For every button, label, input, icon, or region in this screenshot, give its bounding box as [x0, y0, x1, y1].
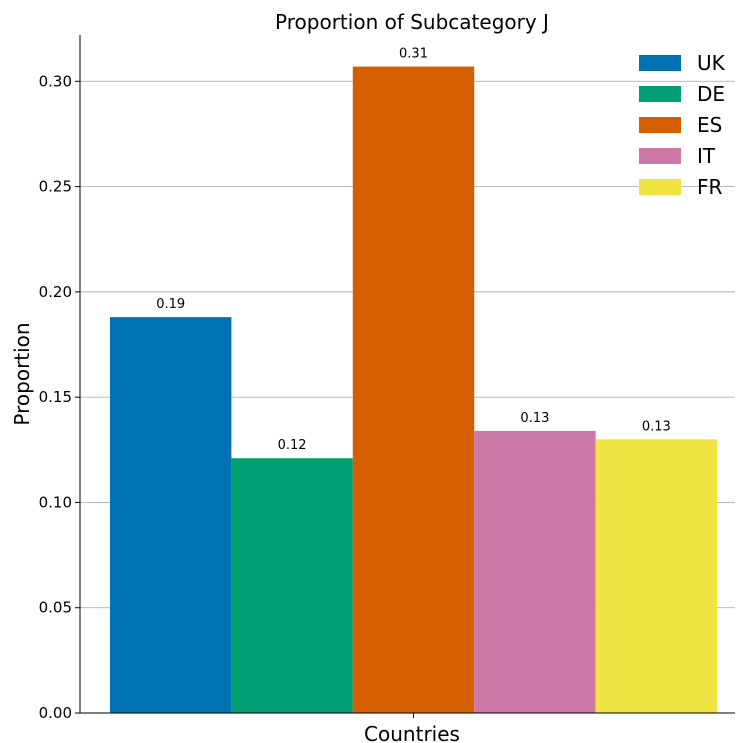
data-label-it: 0.13 — [520, 411, 549, 426]
legend-swatch-it — [639, 148, 681, 164]
y-tick-label: 0.20 — [39, 283, 72, 301]
legend-label-fr: FR — [697, 175, 723, 199]
y-tick-label: 0.05 — [39, 599, 72, 617]
y-tick-label: 0.00 — [39, 704, 72, 722]
legend-swatch-fr — [639, 179, 681, 195]
legend-swatch-de — [639, 86, 681, 102]
y-tick-label: 0.15 — [39, 388, 72, 406]
legend-swatch-uk — [639, 55, 681, 71]
data-label-es: 0.31 — [399, 47, 428, 62]
legend: UK DE ES IT FR — [639, 51, 726, 199]
bar-fr — [595, 439, 717, 713]
y-tick-label: 0.10 — [39, 493, 72, 511]
x-axis-label: Countries — [364, 722, 460, 743]
bar-uk — [110, 317, 232, 713]
legend-swatch-es — [639, 117, 681, 133]
bar-es — [352, 66, 475, 713]
legend-label-de: DE — [697, 82, 725, 106]
axes: 0.00 0.05 0.10 0.15 0.20 0.25 0.30 — [39, 35, 735, 722]
legend-label-uk: UK — [697, 51, 726, 75]
bar-de — [231, 458, 353, 713]
y-tick-label: 0.30 — [39, 72, 72, 90]
data-labels: 0.19 0.12 0.31 0.13 0.13 — [156, 47, 671, 454]
data-label-fr: 0.13 — [642, 419, 671, 434]
chart-title: Proportion of Subcategory J — [275, 10, 549, 34]
y-tick-label: 0.25 — [39, 178, 72, 196]
bar-it — [474, 430, 596, 713]
data-label-uk: 0.19 — [156, 297, 185, 312]
y-axis-label: Proportion — [10, 322, 34, 425]
legend-label-it: IT — [697, 144, 716, 168]
data-label-de: 0.12 — [278, 438, 307, 453]
legend-label-es: ES — [697, 113, 722, 137]
bars — [110, 66, 717, 713]
